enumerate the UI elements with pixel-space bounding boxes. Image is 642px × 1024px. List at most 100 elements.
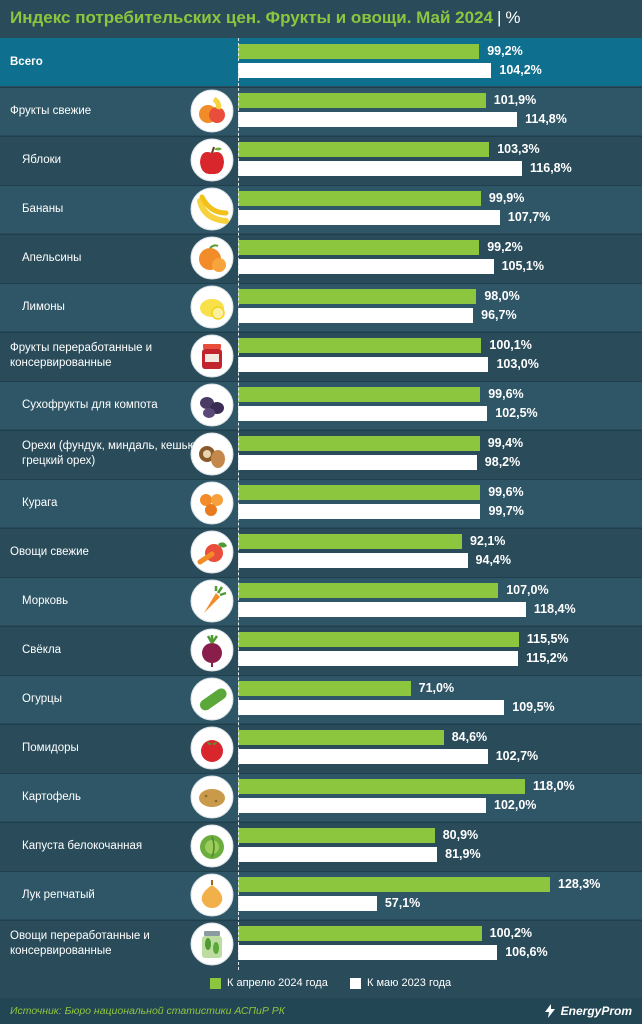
legend-item-april: К апрелю 2024 года [210,977,328,989]
title-text: Индекс потребительских цен. Фрукты и ово… [10,8,493,27]
onion-icon [190,873,234,917]
value-label-april-2024: 101,9% [493,93,537,107]
fruit-mix-icon [190,89,234,133]
chart-row: Яблоки 103,3% 116,8% [0,136,642,184]
value-label-may-2023: 118,4% [533,602,576,616]
beet-icon [190,628,234,672]
bar-may-2023 [238,210,500,225]
value-label-may-2023: 94,4% [475,553,511,567]
row-divider [0,87,642,88]
value-label-may-2023: 116,8% [530,161,572,175]
value-label-may-2023: 107,7% [507,210,551,224]
bar-april-2024 [238,583,499,598]
category-label: Картофель [22,790,81,803]
row-divider [0,871,642,872]
value-label-may-2023: 102,7% [495,749,539,763]
row-divider [0,430,642,431]
category-label: Всего [10,55,43,68]
pickle-jar-icon [190,922,234,966]
category-label: Фрукты переработанные и консервированные [10,342,153,369]
page-title: Индекс потребительских цен. Фрукты и ово… [10,8,521,28]
bar-may-2023 [238,406,488,421]
chart-row: Лимоны 98,0% 96,7% [0,283,642,331]
value-label-may-2023: 104,2% [499,63,542,77]
apple-icon [190,138,234,182]
value-label-april-2024: 100,1% [489,338,532,352]
chart-row: Морковь 107,0% 118,4% [0,577,642,625]
chart-row: Всего 99,2% 104,2% [0,38,642,86]
row-divider [0,577,642,578]
value-label-may-2023: 109,5% [512,700,555,714]
category-label: Лук репчатый [22,888,95,901]
carrot-icon [190,579,234,623]
bar-may-2023 [238,553,468,568]
lightning-logo-icon [544,1004,555,1018]
row-divider [0,822,642,823]
category-label: Свёкла [22,643,62,656]
bar-april-2024 [238,387,481,402]
value-label-may-2023: 115,2% [526,651,568,665]
row-divider [0,234,642,235]
row-divider [0,381,642,382]
category-label: Сухофрукты для компота [22,398,158,411]
bar-may-2023 [238,308,474,323]
bar-april-2024 [238,44,480,59]
value-label-may-2023: 106,6% [505,945,548,959]
value-label-may-2023: 105,1% [501,259,544,273]
value-label-april-2024: 99,4% [487,436,524,450]
value-label-may-2023: 99,7% [488,504,524,518]
nuts-icon [190,432,234,476]
value-label-april-2024: 80,9% [442,828,479,842]
value-label-april-2024: 84,6% [451,730,488,744]
value-label-april-2024: 100,2% [489,926,533,940]
value-label-april-2024: 99,2% [487,240,523,254]
legend-label-april: К апрелю 2024 года [227,977,328,989]
bar-may-2023 [238,651,519,666]
legend-swatch-white [350,977,361,989]
chart-row: Свёкла 115,5% 115,2% [0,626,642,674]
title-unit: % [505,8,521,27]
legend-swatch-green [210,977,221,989]
footer: Источник: Бюро национальной статистики А… [0,998,642,1024]
bar-april-2024 [238,338,482,353]
category-label: Овощи переработанные и консервированные [10,930,150,957]
chart-row: Огурцы 71,0% 109,5% [0,675,642,723]
tomato-icon [190,726,234,770]
category-label: Помидоры [22,741,79,754]
row-divider [0,528,642,529]
bar-may-2023 [238,602,526,617]
bar-april-2024 [238,926,482,941]
lemon-icon [190,285,234,329]
chart-row: Помидоры 84,6% 102,7% [0,724,642,772]
legend-label-may: К маю 2023 года [367,977,452,989]
row-divider [0,773,642,774]
row-divider [0,479,642,480]
bar-april-2024 [238,877,550,892]
value-label-april-2024: 99,2% [487,44,523,58]
cabbage-icon [190,824,234,868]
chart-row: Бананы 99,9% 107,7% [0,185,642,233]
bar-may-2023 [238,847,438,862]
bar-april-2024 [238,240,480,255]
row-divider [0,185,642,186]
value-label-april-2024: 107,0% [506,583,549,597]
dried-apricot-icon [190,481,234,525]
value-label-april-2024: 92,1% [469,534,506,548]
value-label-april-2024: 128,3% [558,877,601,891]
brand-logo: EnergyProm [542,1003,632,1019]
dried-fruit-icon [190,383,234,427]
bar-april-2024 [238,828,435,843]
chart-row: Орехи (фундук, миндаль, кешью, грецкий о… [0,430,642,478]
chart-row: Фрукты переработанные и консервированные… [0,332,642,380]
value-label-april-2024: 98,0% [484,289,520,303]
category-label: Яблоки [22,153,62,166]
row-divider [0,920,642,921]
bar-may-2023 [238,896,377,911]
bar-may-2023 [238,945,498,960]
chart-row: Картофель 118,0% 102,0% [0,773,642,821]
bar-april-2024 [238,93,486,108]
chart-row: Сухофрукты для компота 99,6% 102,5% [0,381,642,429]
chart-row: Лук репчатый 128,3% 57,1% [0,871,642,919]
value-label-april-2024: 71,0% [418,681,455,695]
category-label: Курага [22,496,58,509]
